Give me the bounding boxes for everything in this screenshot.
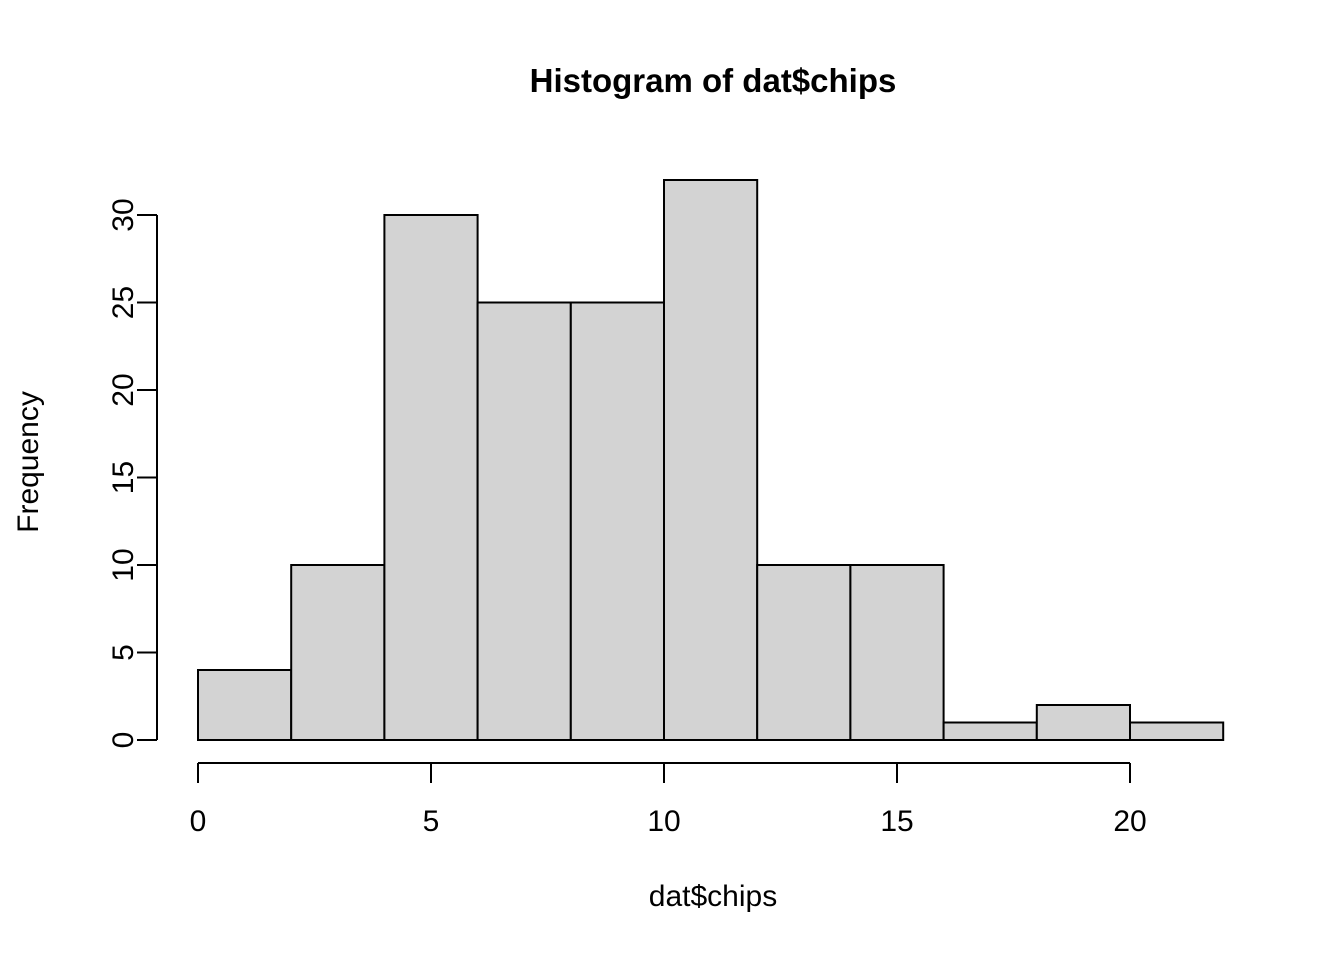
histogram-bar	[197, 669, 293, 741]
histogram-bar	[569, 301, 665, 741]
x-tick-label: 10	[647, 805, 680, 838]
y-axis: 0 5 10 15 20 25 30	[107, 198, 158, 749]
histogram-bar	[290, 564, 386, 741]
y-tick-label: 20	[107, 373, 140, 406]
histogram-bar	[1129, 721, 1225, 741]
histogram-bar	[1035, 704, 1132, 741]
y-tick-label: 30	[107, 198, 140, 231]
x-tick-label: 15	[880, 805, 913, 838]
y-tick-label: 0	[107, 732, 140, 749]
y-tick-label: 5	[107, 644, 140, 661]
x-axis-label: dat$chips	[649, 880, 777, 913]
histogram-bar	[942, 721, 1038, 741]
chart-title: Histogram of dat$chips	[530, 62, 897, 99]
histogram-bar	[756, 564, 852, 741]
histogram-bar	[476, 301, 572, 741]
x-tick-label: 5	[423, 805, 440, 838]
histogram-bar	[849, 564, 945, 741]
x-tick-label: 20	[1113, 805, 1146, 838]
y-tick-label: 10	[107, 548, 140, 581]
y-axis-label: Frequency	[12, 391, 45, 533]
x-axis: 0 5 10 15 20	[190, 762, 1147, 838]
histogram-bar	[383, 214, 479, 741]
y-tick-label: 15	[107, 461, 140, 494]
x-tick-label: 0	[190, 805, 207, 838]
histogram-bars	[197, 179, 1225, 741]
y-tick-label: 25	[107, 286, 140, 319]
histogram-bar	[663, 179, 759, 741]
